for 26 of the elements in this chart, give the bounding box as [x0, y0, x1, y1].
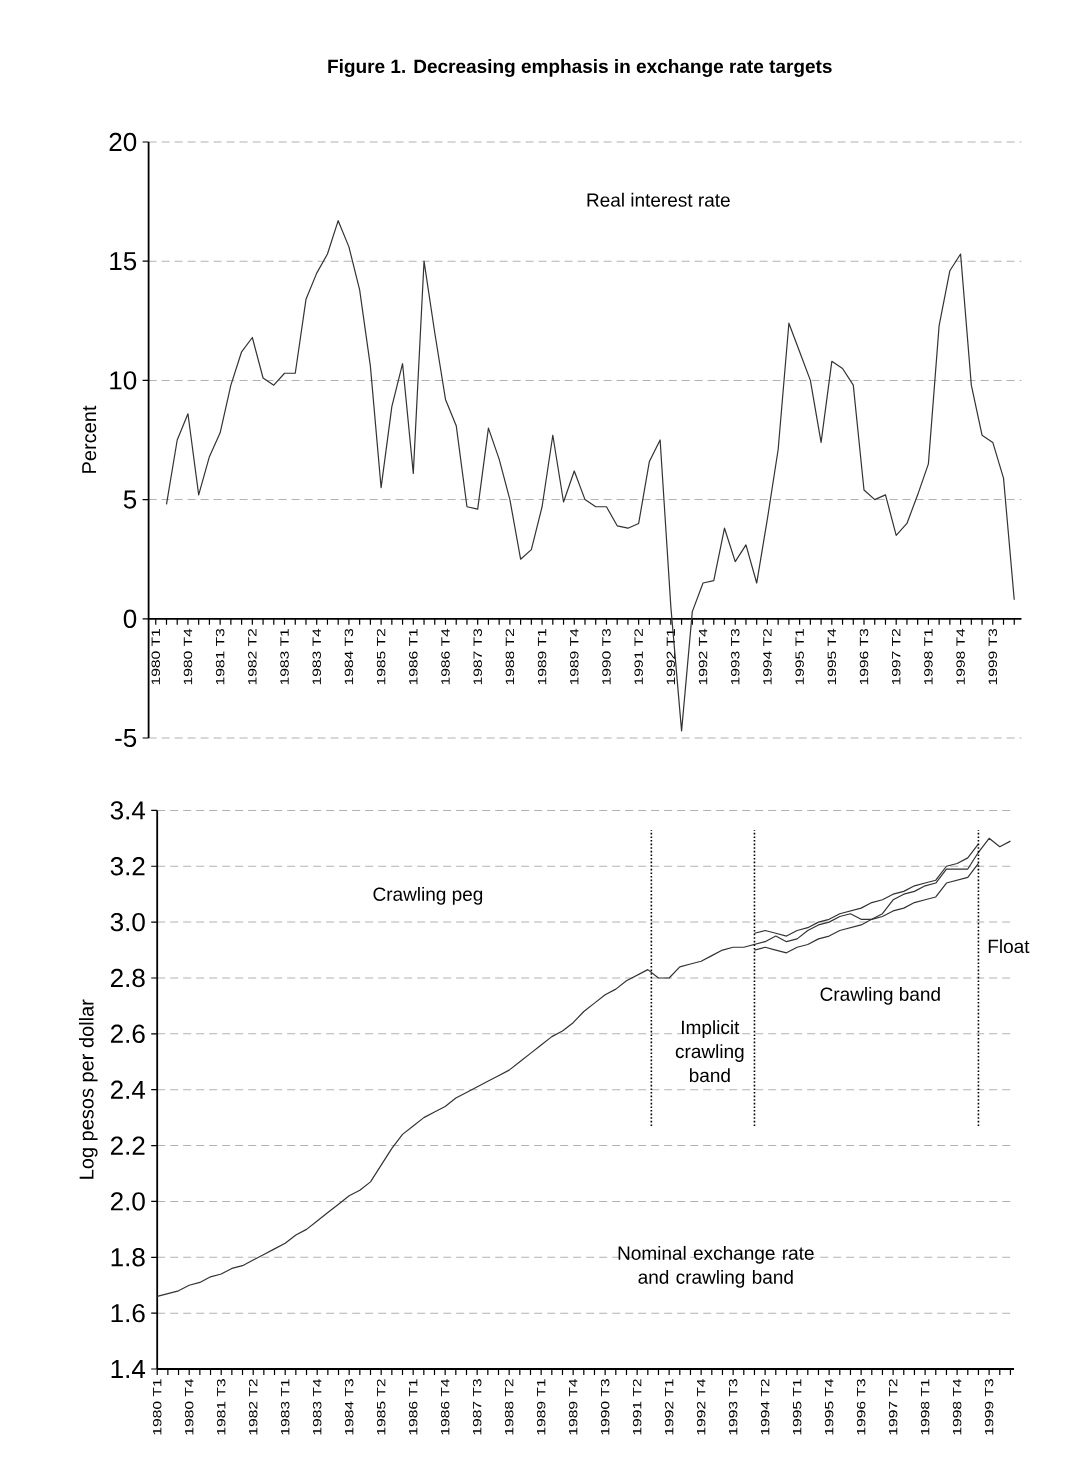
y-tick-label: 0 — [123, 609, 137, 628]
y-tick-label: 5 — [123, 490, 137, 509]
chart-title: Figure 1. Decreasing emphasis in exchange rate targets — [328, 59, 832, 77]
annotation: Crawling band — [820, 987, 940, 1005]
annotation: Nominal exchange rate and crawling band — [618, 1245, 814, 1288]
y-axis-title: Percent — [82, 405, 97, 473]
y-tick-label: 10 — [110, 371, 137, 390]
y-tick-label: 2.0 — [110, 1192, 145, 1211]
y-tick-label: 1.6 — [111, 1303, 145, 1323]
annotation: Float — [988, 939, 1030, 954]
y-tick-label: 3.0 — [110, 912, 145, 932]
annotation: Implicit crawling band — [675, 1020, 744, 1083]
y-tick-label: 2.8 — [110, 968, 145, 988]
y-tick-label: 3.4 — [110, 801, 146, 820]
y-tick-label: 2.6 — [110, 1024, 145, 1044]
y-tick-label: 1.4 — [111, 1360, 146, 1378]
annotation: Crawling peg — [373, 887, 483, 905]
y-tick-label: 15 — [110, 252, 137, 271]
y-tick-label: 20 — [109, 132, 137, 152]
y-axis-title: Log pesos per dollar — [78, 999, 98, 1179]
y-tick-label: 1.8 — [111, 1248, 145, 1267]
y-tick-label: 2.4 — [110, 1080, 146, 1099]
y-tick-label: -5 — [115, 728, 137, 748]
annotation: Real interest rate — [587, 192, 730, 207]
y-tick-label: 3.2 — [110, 857, 145, 876]
y-tick-label: 2.2 — [110, 1136, 145, 1155]
